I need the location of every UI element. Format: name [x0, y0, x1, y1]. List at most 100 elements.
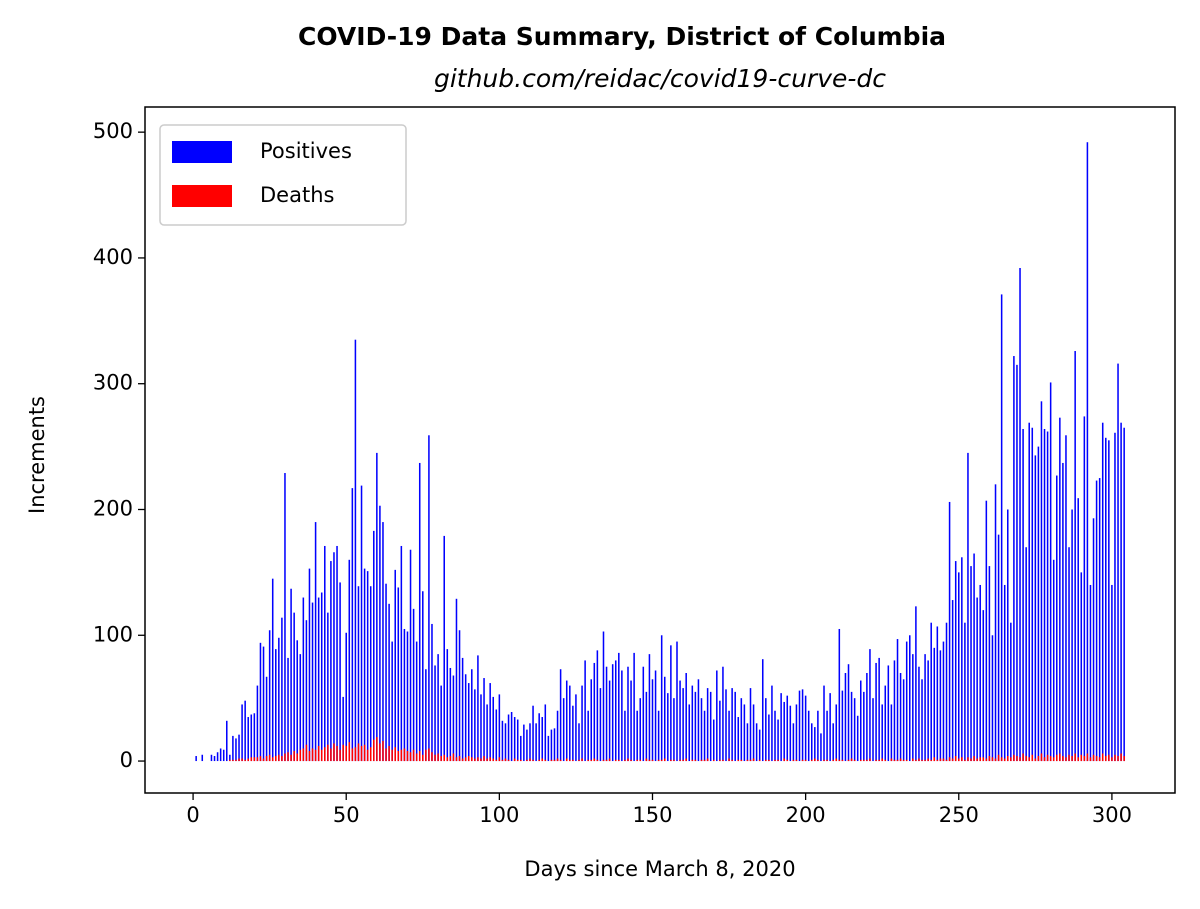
bar: [826, 710, 828, 762]
bar: [624, 710, 626, 762]
bar: [795, 759, 798, 762]
bar: [1028, 422, 1030, 762]
bar: [951, 600, 954, 762]
bar: [746, 723, 749, 762]
bar: [256, 757, 259, 762]
bar: [1123, 756, 1125, 762]
bar: [1068, 547, 1070, 762]
bar: [823, 685, 825, 762]
bar: [477, 757, 479, 762]
bar: [765, 759, 767, 762]
bar: [535, 723, 537, 762]
bar: [884, 685, 887, 762]
bar: [663, 758, 666, 762]
bar: [899, 758, 902, 762]
bar: [878, 657, 880, 762]
bar: [636, 710, 638, 762]
bar: [559, 669, 562, 762]
bar: [1074, 753, 1076, 762]
bar: [1059, 753, 1061, 762]
bar: [268, 630, 271, 762]
bar: [780, 693, 782, 762]
bar: [287, 752, 289, 762]
bar: [397, 587, 400, 762]
bar: [376, 452, 378, 762]
bar: [685, 673, 687, 762]
bar: [327, 744, 329, 762]
bar: [743, 704, 746, 762]
x-tick-label: 200: [786, 803, 826, 827]
bar: [761, 659, 764, 762]
bar: [970, 566, 972, 762]
bar: [379, 505, 381, 762]
bar: [357, 586, 360, 762]
bar: [1065, 757, 1067, 762]
bar: [719, 700, 721, 762]
bar: [504, 758, 507, 762]
bar: [673, 698, 675, 762]
bar: [1108, 754, 1110, 762]
bar: [553, 728, 556, 762]
bar: [605, 666, 608, 762]
bar: [930, 759, 932, 762]
bar: [232, 735, 234, 762]
bar: [884, 759, 887, 762]
bar: [596, 650, 599, 762]
bar: [679, 680, 681, 762]
bar: [250, 714, 253, 762]
bar: [1062, 462, 1064, 762]
bar: [961, 557, 963, 762]
bar: [859, 759, 862, 762]
bar: [336, 745, 338, 762]
bar: [909, 635, 911, 762]
bar: [394, 747, 396, 762]
bar: [314, 749, 317, 762]
bar: [501, 759, 504, 762]
bar: [596, 759, 599, 762]
bar: [455, 757, 458, 762]
bar: [954, 561, 957, 762]
bar: [1080, 754, 1083, 762]
legend: Positives Deaths: [159, 124, 407, 226]
bar: [415, 641, 418, 762]
bar: [783, 701, 785, 762]
bar: [431, 752, 433, 762]
bar: [850, 758, 853, 762]
bar: [657, 759, 660, 762]
bar: [324, 545, 326, 762]
bar: [1071, 756, 1073, 762]
bar: [532, 759, 534, 762]
bar: [801, 689, 804, 762]
x-axis-label: Days since March 8, 2020: [524, 857, 795, 881]
x-tick-label: 300: [1092, 803, 1132, 827]
bar: [262, 758, 265, 762]
y-tick-label: 200: [93, 496, 133, 520]
bar: [428, 748, 430, 762]
bar: [1065, 435, 1067, 762]
bar: [302, 748, 305, 762]
bar: [284, 473, 286, 762]
bar: [1013, 356, 1015, 762]
bar: [734, 691, 736, 762]
y-tick-label: 100: [93, 622, 133, 646]
bar: [520, 759, 522, 762]
bar: [945, 622, 948, 762]
bar: [814, 758, 816, 762]
bar: [648, 759, 651, 762]
axes-frame: [144, 106, 1176, 794]
bar: [317, 745, 320, 762]
bar: [703, 710, 706, 762]
bar: [425, 749, 427, 762]
bar: [866, 673, 868, 762]
bar: [253, 713, 256, 762]
bar: [1114, 754, 1116, 762]
bar: [682, 759, 684, 762]
x-tick-label: 150: [632, 803, 672, 827]
bar: [982, 757, 985, 762]
bar: [275, 649, 277, 762]
bar: [881, 704, 883, 762]
bar: [486, 704, 488, 762]
bar: [915, 759, 917, 762]
bar: [278, 637, 280, 762]
